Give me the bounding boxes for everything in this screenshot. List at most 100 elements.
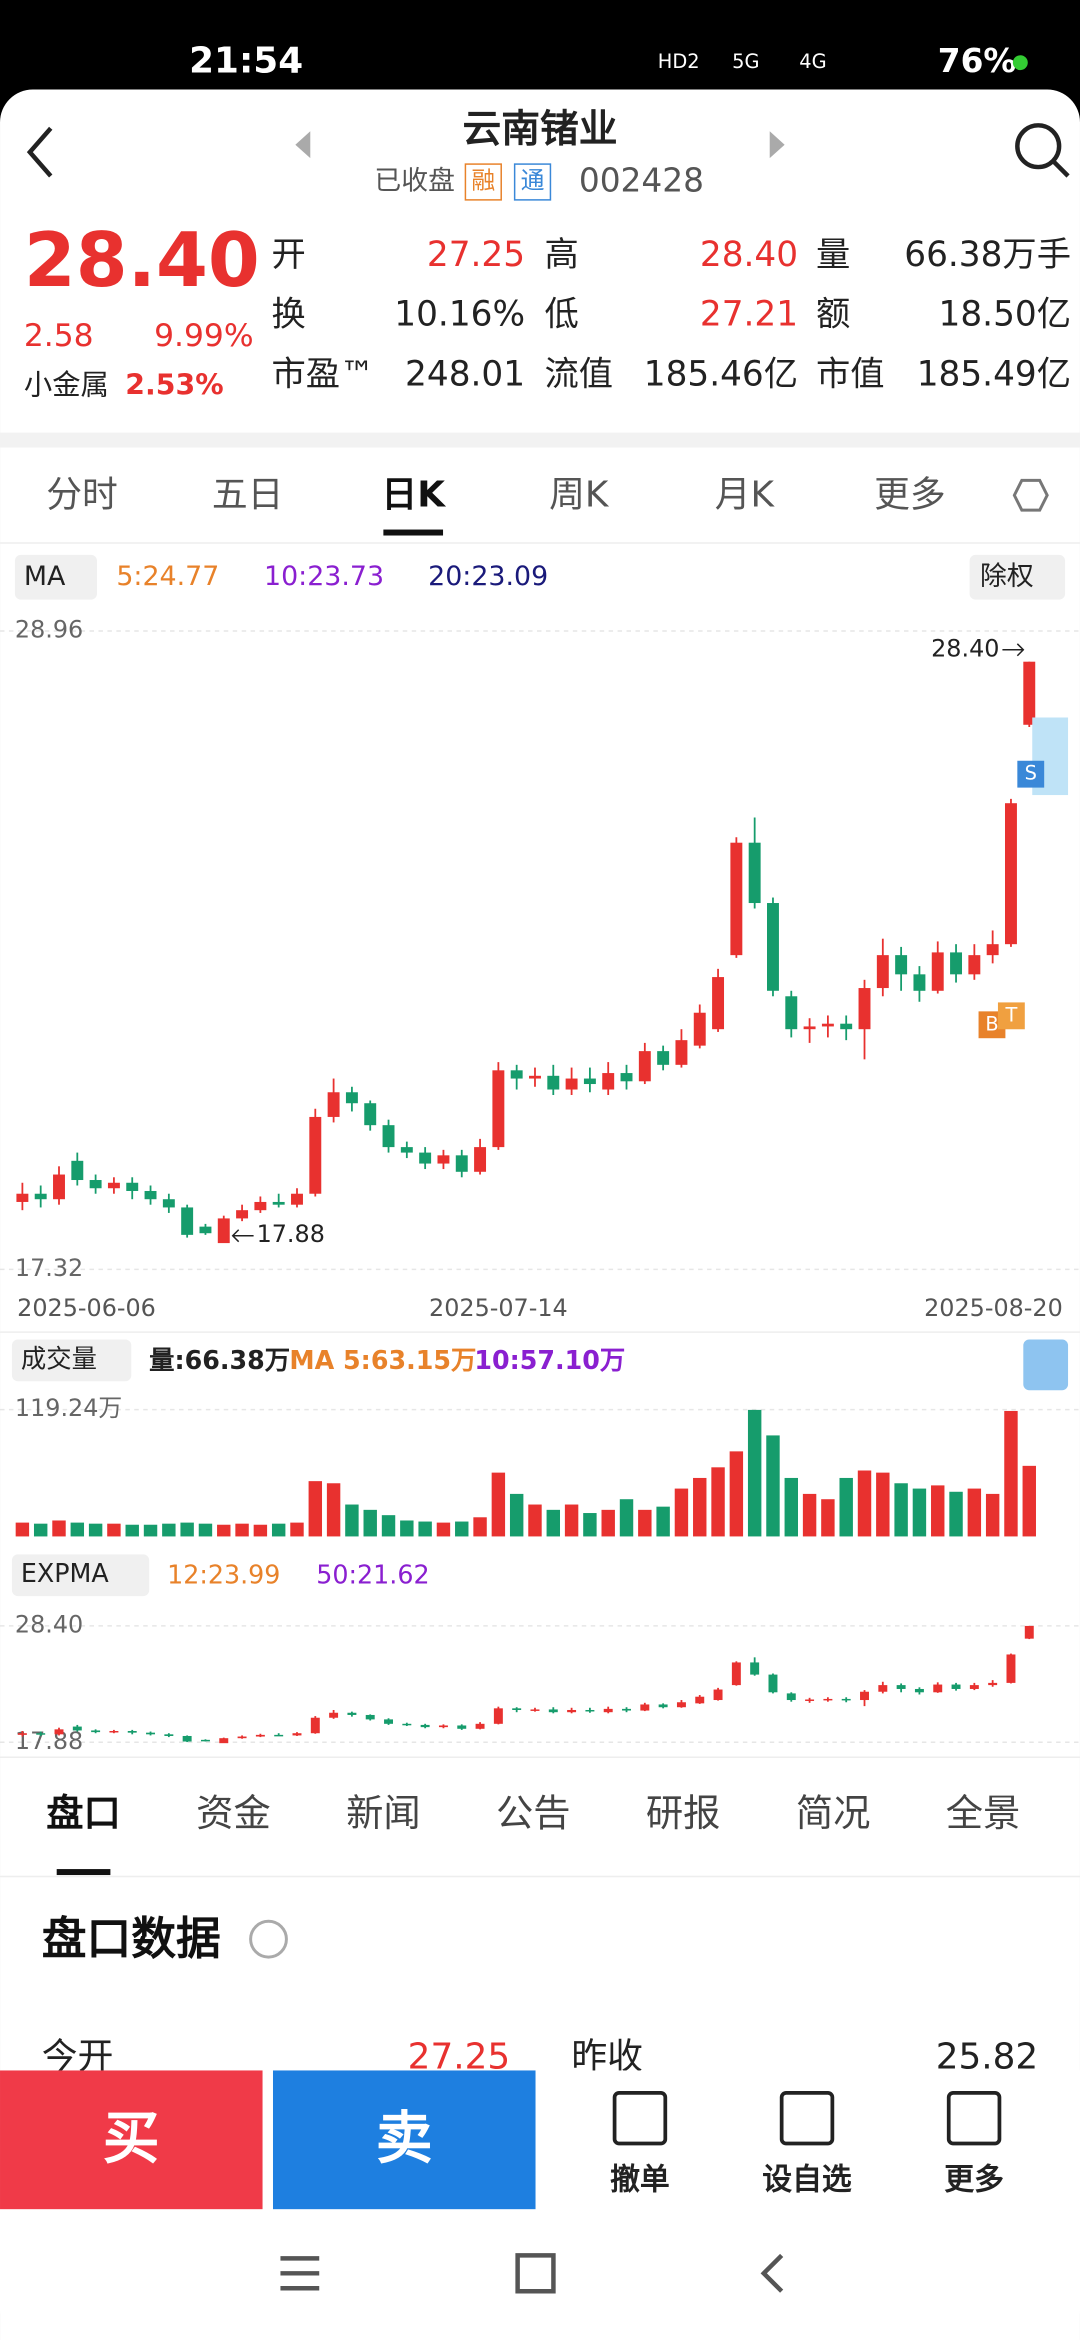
volume-bar [674,1488,689,1537]
nav-icon[interactable] [515,2253,556,2294]
chart-tab[interactable]: 更多 [874,475,946,516]
change-pct: 9.99% [154,318,253,354]
detail-tab[interactable]: 公告 [496,1791,571,1835]
x-tick-label: 2025-08-20 [924,1294,1063,1322]
candle-body [365,1714,375,1720]
detail-tab[interactable]: 资金 [196,1791,271,1835]
divider [0,432,1080,448]
volume-bar [949,1491,963,1537]
field-label: 低 [544,295,578,335]
trade-marker: T [1004,1003,1017,1026]
card [0,89,1080,2340]
detail-tab[interactable]: 新闻 [346,1791,421,1835]
candle-body [840,1023,853,1030]
candle-body [475,1723,485,1729]
help-icon[interactable] [249,1919,288,1959]
action-icon[interactable] [612,2090,668,2146]
battery: 76% [938,42,1017,80]
candle-body [896,1685,906,1689]
candle-body [382,1125,395,1148]
candle-body [603,1708,613,1713]
settings-icon[interactable] [1012,478,1049,512]
indicator-value: 10:57.10万 [474,1345,625,1375]
candle-body [750,1662,760,1675]
volume-bar [693,1477,707,1537]
vol-selector-bg[interactable] [11,1339,132,1382]
candle-body [457,1725,467,1729]
search-icon[interactable] [1015,123,1062,170]
sector-pct: 2.53% [125,368,223,401]
chart-tab[interactable]: 周K [549,475,610,516]
buy-label[interactable]: 买 [103,2106,160,2172]
chart-tab[interactable]: 五日 [212,475,284,516]
candle-body [529,1075,541,1079]
sell-btn[interactable] [272,2070,536,2210]
candle-body [657,1051,670,1065]
adjust-bg[interactable] [969,554,1066,600]
candle-body [345,1092,358,1104]
candle-body [217,1218,230,1244]
nav-icon[interactable] [760,2253,784,2293]
back-icon[interactable] [26,126,53,178]
max-arrow [1002,643,1025,657]
candle-body [675,1040,688,1065]
candle-body [291,1193,303,1205]
volume-bar [345,1504,359,1537]
candle-body [438,1725,448,1728]
chart-tab[interactable]: 月K [715,475,776,516]
ma-value: 10:23.73 [264,561,384,592]
indicator-value: 50:21.62 [316,1560,429,1590]
adjust-selector: 除权 [980,561,1034,592]
candle-body [309,1116,322,1194]
candle-body [638,1051,651,1082]
volume-bar [747,1409,762,1537]
candle-body [951,1684,961,1689]
candle-body [107,1182,120,1189]
action-label[interactable]: 设自选 [762,2162,852,2197]
detail-tab[interactable]: 研报 [646,1791,721,1835]
detail-tab[interactable]: 盘口 [46,1791,121,1835]
volume-bar [839,1477,853,1537]
action-label[interactable]: 撤单 [610,2162,670,2197]
network: HD2 [658,50,700,73]
candle-body [986,944,999,956]
volume-bar [967,1488,982,1537]
candle-body [181,1207,194,1235]
candle-body [17,1733,27,1735]
sell-label[interactable]: 卖 [376,2106,433,2172]
candle-body [530,1709,540,1711]
candle-body [731,1662,741,1686]
prev-icon[interactable] [295,131,311,159]
chart-tab[interactable]: 日K [381,475,446,516]
volume-bar [821,1499,835,1537]
candle-body [347,1712,357,1715]
ma-selector-bg[interactable] [14,554,97,600]
next-icon[interactable] [769,131,785,159]
action-label[interactable]: 更多 [944,2162,1004,2197]
candle-body [988,1682,998,1686]
candle-body [767,903,779,991]
candle-body [876,955,889,989]
y-tick-label: 28.40 [15,1610,83,1638]
chart-tab[interactable]: 分时 [46,475,118,516]
badge-box [464,163,502,201]
field-label: 额 [816,295,850,335]
collapse-btn[interactable] [1023,1339,1069,1391]
candle-body [200,1739,210,1742]
detail-tab[interactable]: 简况 [796,1791,871,1835]
volume-bar [363,1509,377,1537]
action-icon[interactable] [779,2090,835,2146]
field-label: 开 [271,235,305,275]
search-handle [1051,159,1070,178]
buy-btn[interactable] [0,2070,263,2210]
nav-icon[interactable] [280,2256,320,2291]
candle-body [1006,1654,1016,1683]
field-value: 248.01 [405,354,525,394]
expma-selector-bg[interactable] [11,1554,150,1597]
detail-tab[interactable]: 全景 [946,1791,1021,1835]
action-icon[interactable] [946,2090,1002,2146]
volume-bar [985,1493,1000,1537]
volume-bar [436,1522,451,1537]
volume-bar [894,1483,908,1537]
